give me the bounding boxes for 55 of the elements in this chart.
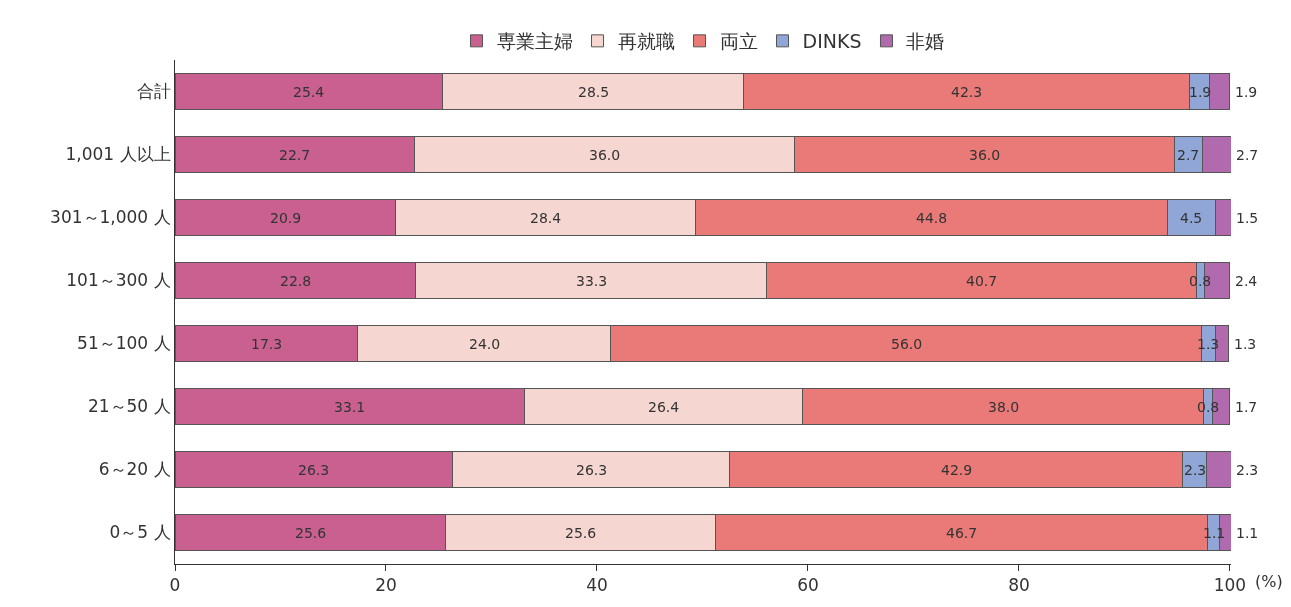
data-label: 1.7 [1235,399,1258,415]
x-tick-label: 20 [375,575,397,596]
x-tick-label: 40 [586,575,608,596]
legend-label: 専業主婦 [496,30,573,53]
data-label: 28.4 [530,210,562,226]
data-label: 25.4 [293,84,325,100]
data-label: 38.0 [988,399,1020,415]
data-label: 22.7 [279,147,311,163]
data-label: 4.5 [1180,210,1203,226]
data-label: 33.1 [334,399,366,415]
data-label: 25.6 [565,525,597,541]
data-label: 40.7 [966,273,998,289]
data-label: 36.0 [589,147,621,163]
data-label: 44.8 [916,210,948,226]
data-label: 2.4 [1235,273,1258,289]
x-axis-title: (%) [1255,572,1283,591]
data-label: 33.3 [576,273,608,289]
y-tick-label: 21～50 人 [87,396,171,417]
data-label: 25.6 [295,525,327,541]
x-tick-label: 0 [169,575,181,596]
x-tick-label: 60 [797,575,819,596]
legend-label: 非婚 [906,30,945,53]
y-tick-label: 0～5 人 [109,522,171,543]
y-tick-label: 1,001 人以上 [65,144,171,165]
y-tick-label: 101～300 人 [66,270,171,291]
data-label: 42.9 [941,462,973,478]
legend-label: 再就職 [617,30,675,53]
x-tick-label: 80 [1008,575,1030,596]
data-label: 26.3 [576,462,608,478]
data-label: 28.5 [578,84,610,100]
data-label: 56.0 [891,336,923,352]
data-label: 2.3 [1184,462,1207,478]
x-tick-label: 100 [1213,575,1247,596]
data-label: 20.9 [270,210,302,226]
data-label: 36.0 [969,147,1001,163]
data-label: 26.4 [648,399,680,415]
y-tick-label: 6～20 人 [98,459,171,480]
data-label: 46.7 [946,525,978,541]
data-label: 1.5 [1236,210,1259,226]
data-label: 24.0 [469,336,501,352]
y-tick-label: 合計 [136,81,171,102]
legend-label: 両立 [719,30,758,53]
data-label: 1.1 [1236,525,1259,541]
data-label: 42.3 [951,84,983,100]
y-tick-label: 301～1,000 人 [50,207,171,228]
legend-label: DINKS [802,30,862,53]
data-label: 1.9 [1235,84,1258,100]
data-label: 2.7 [1177,147,1200,163]
y-tick-label: 51～100 人 [77,333,171,354]
data-label: 1.3 [1234,336,1257,352]
data-label: 2.3 [1236,462,1259,478]
data-label: 2.7 [1236,147,1259,163]
data-label: 22.8 [280,273,312,289]
data-label: 26.3 [298,462,330,478]
data-label: 17.3 [251,336,283,352]
